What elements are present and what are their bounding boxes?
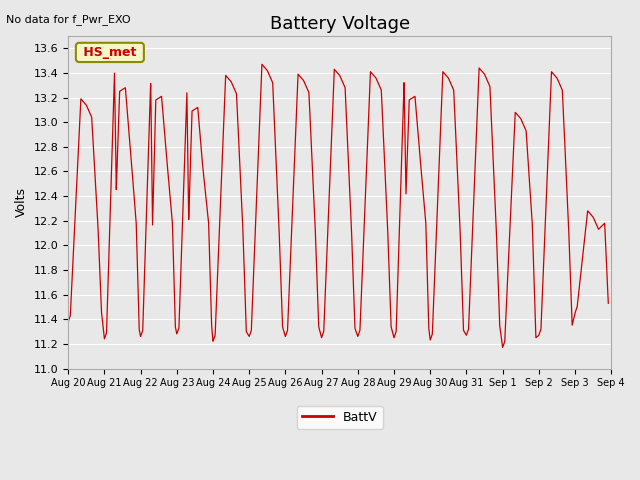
Legend: BattV: BattV [297,406,383,429]
Text: HS_met: HS_met [79,46,141,59]
Text: No data for f_Pwr_EXO: No data for f_Pwr_EXO [6,14,131,25]
Title: Battery Voltage: Battery Voltage [269,15,410,33]
Y-axis label: Volts: Volts [15,187,28,217]
